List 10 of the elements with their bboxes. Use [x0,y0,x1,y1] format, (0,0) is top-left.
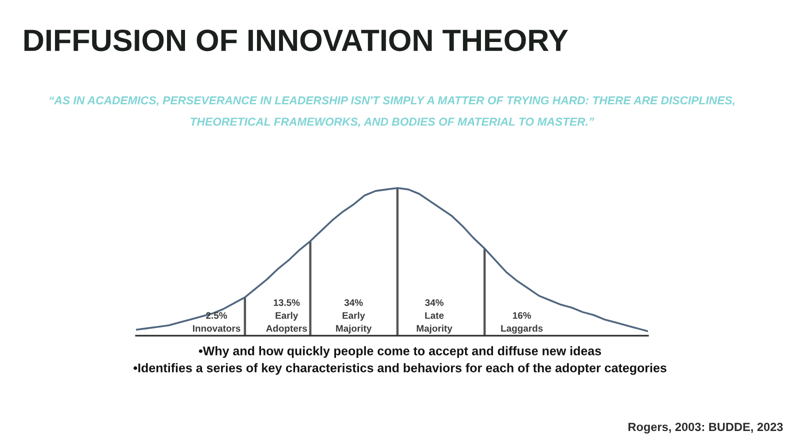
text: •Why and how quickly people come to accept and diffuse new ideas [198,346,602,358]
chart-title: DIFFUSION OF INNOVATION THEORY [24,30,568,52]
chart-subtitle: “AS IN ACADEMICS, PERSEVERANCE IN LEADERSHIP ISN'T SIMPLY A MATTER OF TRYING HARD: THERE ARE DISCIPLINES, THEORETICAL FRAMEWORKS, AND BODIES OF MATERIAL TO MASTER.” [50,96,734,128]
annotation: 2.5% Innovators [193,312,240,332]
annotation: 16% Laggards [501,312,543,334]
annotation: 34% Late Majority [416,299,452,334]
annotation: 13.5% Early Adopters [266,299,307,334]
text: •Identifies a series of key characteristics and behaviors for each of the adopter categories [134,363,666,375]
annotation: 34% Early Majority [336,299,372,334]
text: Rogers, 2003: BUDDE, 2023 [628,422,783,434]
